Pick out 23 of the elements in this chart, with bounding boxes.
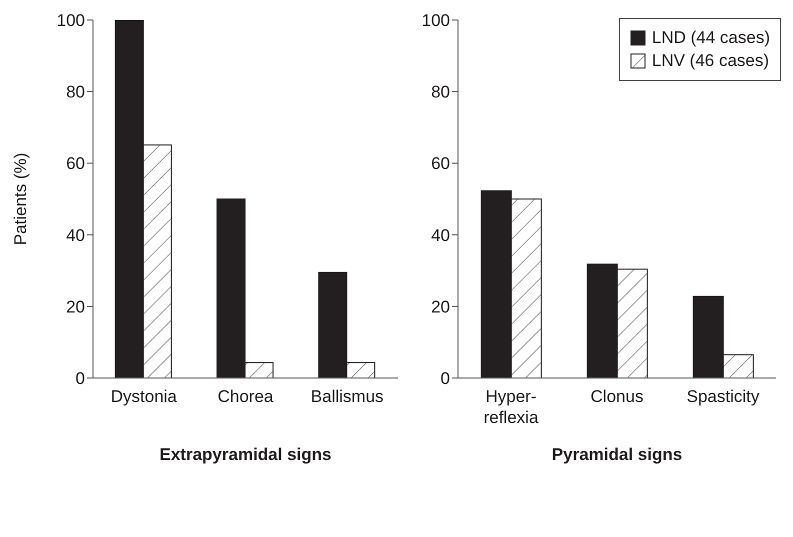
y-tick-label: 0 <box>76 369 85 388</box>
y-tick-label: 20 <box>66 297 85 316</box>
y-tick-label: 0 <box>440 369 450 388</box>
x-tick-label: Ballismus <box>310 387 384 406</box>
legend-label: LNV (46 cases) <box>652 51 770 71</box>
y-axis-title: Patients (%) <box>11 152 30 246</box>
y-tick-label: 60 <box>66 154 85 174</box>
x-tick-label: Chorea <box>218 387 274 406</box>
y-tick-label: 20 <box>431 297 450 316</box>
x-axis-title: Extrapyramidal signs <box>160 445 332 464</box>
y-tick-label: 40 <box>66 226 85 245</box>
y-tick-label: 60 <box>431 154 450 174</box>
y-tick-label: 80 <box>66 82 85 102</box>
x-tick-label: Dystonia <box>110 387 178 406</box>
x-axis-title: Pyramidal signs <box>552 445 682 464</box>
x-tick-label: Clonus <box>590 387 644 406</box>
x-tick-label: Spasticity <box>686 387 760 406</box>
y-tick-label: 80 <box>431 82 450 102</box>
y-tick-label: 40 <box>431 226 450 245</box>
x-tick-label: Hyper-reflexia <box>484 387 539 427</box>
legend-label: LND (44 cases) <box>652 28 770 48</box>
y-tick-label: 100 <box>56 11 85 30</box>
y-tick-label: 100 <box>422 11 450 30</box>
